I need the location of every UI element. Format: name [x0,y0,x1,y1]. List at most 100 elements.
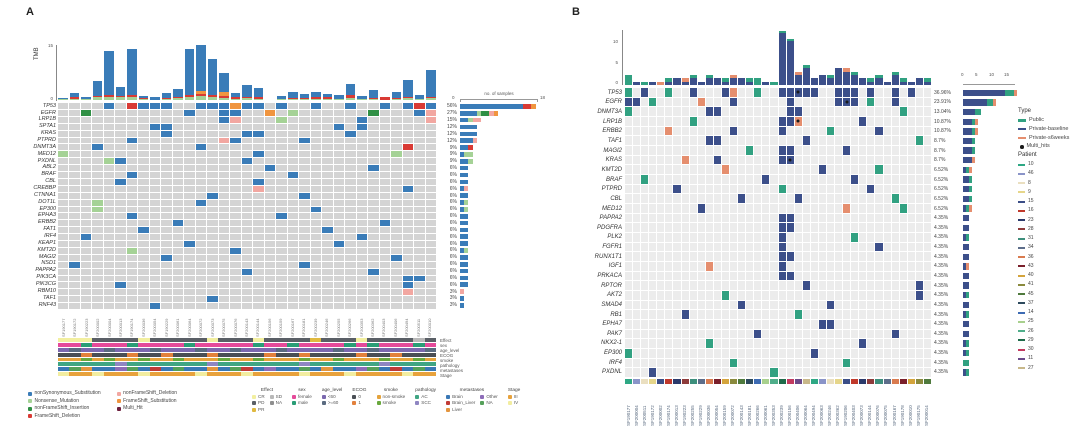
tmb-bar-segment [81,98,91,100]
matrix-cell [875,97,883,107]
matrix-cell [891,146,899,155]
matrix-cell [859,146,867,155]
matrix-cell [633,233,641,242]
matrix-cell [322,172,333,178]
matrix-cell [425,241,436,247]
annotation-cell [69,372,81,376]
matrix-cell [778,155,786,165]
matrix-cell [184,261,195,268]
matrix-cell [264,123,276,130]
matrix-cell [138,144,149,151]
gene-label: LRP1B [602,118,622,125]
matrix-cell [207,220,218,227]
matrix-cell [92,206,103,213]
matrix-cell [253,296,264,303]
top-bar [835,68,843,85]
matrix-cell [835,329,843,339]
annotation-cell [413,342,425,347]
matrix-cell [368,116,379,123]
matrix-cell [859,107,867,116]
matrix-cell [126,254,138,261]
sample-label: SF200266 [755,405,760,426]
patient-swatch [1018,200,1025,203]
matrix-cell [345,282,356,289]
gene-label: CREBBP [33,184,56,191]
matrix-cell [345,165,356,171]
gene-label: KEAP1 [38,239,56,246]
matrix-cell [754,242,762,252]
matrix-cell [923,97,931,107]
matrix-cell [207,261,218,268]
matrix-cell [746,242,754,252]
matrix-cell [770,146,778,155]
matrix-cell [641,320,649,329]
legend-swatch [116,406,121,411]
matrix-cell [195,275,207,282]
gene-label: PIK3CA [36,274,56,281]
matrix-cell [402,172,414,178]
matrix-cell [230,303,241,309]
patient-strip-cell [883,379,891,384]
matrix-cell [368,247,379,254]
matrix-cell [253,151,264,158]
annotation-cell [80,342,93,347]
matrix-cell [818,252,826,261]
matrix-cell [264,185,276,192]
matrix-cell [207,303,218,309]
matrix-cell [730,194,738,203]
matrix-cell [875,165,883,174]
matrix-cell [802,117,810,126]
matrix-cell [923,184,931,194]
top-bar [802,65,810,85]
matrix-cell [345,123,356,130]
matrix-cell [333,109,345,116]
gene-bar [460,165,542,172]
matrix-cell [851,165,859,174]
matrix-cell [368,241,379,247]
matrix-cell [721,233,730,242]
top-bar [810,78,818,85]
matrix-cell [915,165,923,174]
annotation-cell [378,342,391,347]
tmb-bar-segment [69,98,80,100]
matrix-cell [746,320,754,329]
type-swatch [1018,127,1026,131]
matrix-cell [333,151,345,158]
matrix-cell [673,175,681,184]
matrix-cell [322,130,333,137]
matrix-cell [746,97,754,107]
clinical-legend-col: III IV [507,394,518,406]
annotation-cell [309,347,322,352]
matrix-cell [414,144,425,151]
annotation-cell [252,362,265,367]
legend-item: nonFrameShift_Insertion [28,406,101,411]
matrix-cell [843,281,851,290]
matrix-cell [641,155,649,165]
gene-label: PIK3CG [35,281,56,288]
matrix-cell [345,261,356,268]
patient-swatch [1018,209,1025,212]
matrix-cell [883,223,891,232]
matrix-cell [379,144,391,151]
matrix-cell [207,116,218,123]
matrix-cell [345,268,356,275]
annotation-cell [298,342,310,347]
matrix-cell [184,268,195,275]
bar-segment [460,172,469,178]
matrix-cell [241,109,253,116]
matrix-cell [689,165,697,174]
matrix-cell [802,252,810,261]
bar-segment [489,110,494,116]
tmb-bar-segment [403,80,413,97]
matrix-cell [641,233,649,242]
oncoprint-matrix-a [58,103,436,309]
matrix-cell [161,303,172,309]
samples-axis-label: no. of samples [484,91,514,96]
top-bar-segment [883,81,891,85]
patient-strip-cell [730,379,738,384]
matrix-cell [673,271,681,281]
gene-bar [963,107,1025,117]
matrix-cell [58,172,69,178]
matrix-cell [923,339,931,348]
matrix-cell [80,192,92,199]
